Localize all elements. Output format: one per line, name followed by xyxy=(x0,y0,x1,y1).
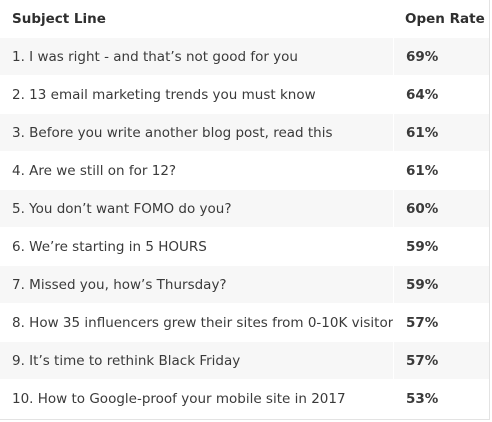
subject-cell: 8. How 35 influencers grew their sites f… xyxy=(12,314,393,331)
open-rate-cell: 64% xyxy=(393,76,489,113)
table-row: 10. How to Google-proof your mobile site… xyxy=(0,380,489,418)
open-rate-cell: 60% xyxy=(393,190,489,227)
table-row: 5. You don’t want FOMO do you? 60% xyxy=(0,190,489,228)
open-rate-cell: 53% xyxy=(393,380,489,417)
table-row: 3. Before you write another blog post, r… xyxy=(0,114,489,152)
subject-cell: 3. Before you write another blog post, r… xyxy=(12,124,333,141)
subject-cell: 1. I was right - and that’s not good for… xyxy=(12,48,298,65)
subject-cell: 5. You don’t want FOMO do you? xyxy=(12,200,232,217)
subject-cell: 7. Missed you, how’s Thursday? xyxy=(12,276,227,293)
table-row: 8. How 35 influencers grew their sites f… xyxy=(0,304,489,342)
open-rate-cell: 61% xyxy=(393,152,489,189)
table-row: 2. 13 email marketing trends you must kn… xyxy=(0,76,489,114)
table-row: 7. Missed you, how’s Thursday? 59% xyxy=(0,266,489,304)
open-rate-cell: 69% xyxy=(393,38,489,75)
open-rate-cell: 59% xyxy=(393,266,489,303)
subject-cell: 6. We’re starting in 5 HOURS xyxy=(12,238,207,255)
table-row: 1. I was right - and that’s not good for… xyxy=(0,38,489,76)
column-header-open-rate: Open Rate xyxy=(405,10,485,27)
table-row: 9. It’s time to rethink Black Friday 57% xyxy=(0,342,489,380)
subject-cell: 4. Are we still on for 12? xyxy=(12,162,177,179)
subject-cell: 2. 13 email marketing trends you must kn… xyxy=(12,86,316,103)
open-rate-cell: 61% xyxy=(393,114,489,151)
open-rate-cell: 57% xyxy=(393,304,489,341)
open-rate-cell: 57% xyxy=(393,342,489,379)
column-header-subject-line: Subject Line xyxy=(12,10,106,27)
subject-cell: 10. How to Google-proof your mobile site… xyxy=(12,390,346,407)
table-header-row: Subject Line Open Rate xyxy=(0,0,489,38)
table-row: 4. Are we still on for 12? 61% xyxy=(0,152,489,190)
subject-cell: 9. It’s time to rethink Black Friday xyxy=(12,352,241,369)
open-rate-cell: 59% xyxy=(393,228,489,265)
table-row: 6. We’re starting in 5 HOURS 59% xyxy=(0,228,489,266)
